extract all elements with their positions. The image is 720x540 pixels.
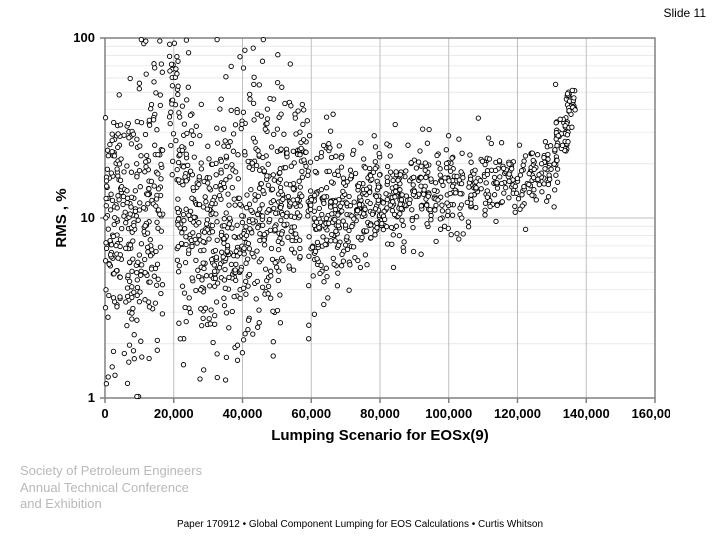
svg-text:RMS , %: RMS , % [53,188,70,247]
svg-text:140,000: 140,000 [563,406,610,421]
svg-text:20,000: 20,000 [154,406,194,421]
slide-root: Slide 11 0 20,000 40,000 60,000 80,000 100,00… [0,0,720,540]
footer-organization: Society of Petroleum Engineers Annual Te… [20,463,202,512]
footer-org-line3: and Exhibition [20,496,202,512]
slide-number: Slide 11 [664,6,706,20]
scatter-chart: 0 20,000 40,000 60,000 80,000 100,000 120,000 1… [50,30,670,450]
svg-text:40,000: 40,000 [223,406,263,421]
svg-text:100,000: 100,000 [425,406,472,421]
svg-text:60,000: 60,000 [291,406,331,421]
svg-text:100: 100 [73,30,95,45]
chart-container: 0 20,000 40,000 60,000 80,000 100,000 120,000 1… [50,30,670,450]
svg-text:10: 10 [81,210,95,225]
svg-text:160,000: 160,000 [632,406,671,421]
svg-text:120,000: 120,000 [494,406,541,421]
footer-paper-info: Paper 170912 • Global Component Lumping … [0,519,720,530]
svg-text:0: 0 [101,406,108,421]
footer-org-line2: Annual Technical Conference [20,480,202,496]
svg-text:80,000: 80,000 [360,406,400,421]
footer-org-line1: Society of Petroleum Engineers [20,463,202,479]
svg-text:1: 1 [88,390,95,405]
svg-text:Lumping Scenario for EOSx(9): Lumping Scenario for EOSx(9) [271,427,489,444]
